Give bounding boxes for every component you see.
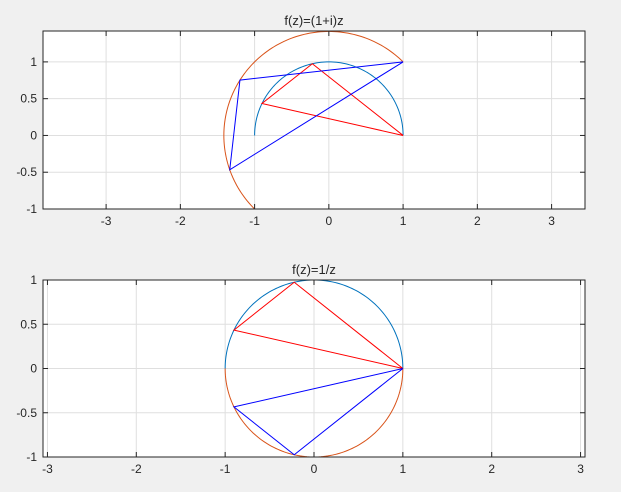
x-tick-label: -1: [249, 214, 260, 228]
series-polyline-3: [260, 63, 404, 136]
series-group: [224, 280, 404, 457]
chart-title: f(z)=(1+i)z: [284, 13, 343, 28]
y-tick-label: -1: [26, 450, 37, 464]
x-tick-label: 1: [400, 462, 407, 476]
x-tick-label: 1: [400, 214, 407, 228]
x-tick-label: 3: [577, 462, 584, 476]
chart-1: -3 -2 -1 0 1 2 3 -1 -0.5 0 0.5 1 f(z)=(1+i)z: [16, 13, 586, 228]
y-tick-label: -0.5: [16, 165, 37, 179]
series-arc-2: [223, 31, 404, 209]
x-tick-label: 2: [488, 462, 495, 476]
x-tick-label: 2: [474, 214, 481, 228]
x-tick-label: 3: [548, 214, 555, 228]
y-tick-label: 1: [30, 55, 37, 69]
series-polyline-3: [232, 281, 404, 369]
series-polyline-4: [229, 61, 404, 171]
y-tick-label: 0.5: [20, 317, 37, 331]
y-tick-label: 0.5: [20, 92, 37, 106]
x-tick-label: -2: [131, 462, 142, 476]
x-tick-label: 0: [326, 214, 333, 228]
x-tick-label: -1: [220, 462, 231, 476]
y-tick-label: -1: [26, 202, 37, 216]
x-tick-label: -3: [101, 214, 112, 228]
y-tick-label: 1: [30, 273, 37, 287]
x-tick-label: -3: [42, 462, 53, 476]
series-arc-1: [224, 280, 404, 369]
plot-area: [43, 31, 585, 209]
series-group: [223, 31, 404, 209]
chart-title: f(z)=1/z: [292, 262, 336, 277]
y-tick-label: -0.5: [16, 406, 37, 420]
chart-2: -3 -2 -1 0 1 2 3 -1 -0.5 0 0.5 1 f(z)=1/z: [16, 262, 586, 476]
y-tick-label: 0: [30, 362, 37, 376]
y-tick-label: 0: [30, 128, 37, 142]
x-tick-label: -2: [175, 214, 186, 228]
series-polyline-4: [232, 368, 404, 456]
x-tick-label: 0: [311, 462, 318, 476]
series-arc-1: [254, 61, 404, 136]
axes-box: [42, 30, 586, 210]
series-arc-2: [224, 368, 404, 457]
